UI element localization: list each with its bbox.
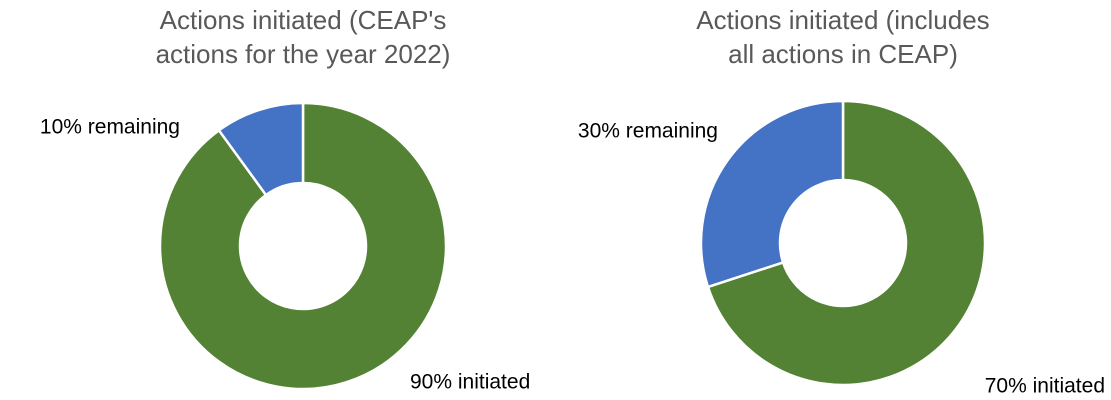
chart-title: actions for the year 2022) <box>156 39 451 69</box>
slice <box>706 99 987 387</box>
chart-title: all actions in CEAP) <box>728 39 958 69</box>
chart-title: Actions initiated (includes <box>696 5 989 35</box>
slice <box>217 101 305 197</box>
data-label: 70% initiated <box>985 375 1105 398</box>
data-label: 10% remaining <box>40 116 180 139</box>
slice <box>158 101 448 391</box>
chart-title: Actions initiated (CEAP's <box>160 5 447 35</box>
data-label: 90% initiated <box>410 371 530 394</box>
slice <box>699 99 845 289</box>
pie-chart: Actions initiated (includes all actions i… <box>578 5 1105 398</box>
data-label: 30% remaining <box>578 120 718 143</box>
pie-chart: Actions initiated (CEAP's actions for the… <box>40 5 530 394</box>
